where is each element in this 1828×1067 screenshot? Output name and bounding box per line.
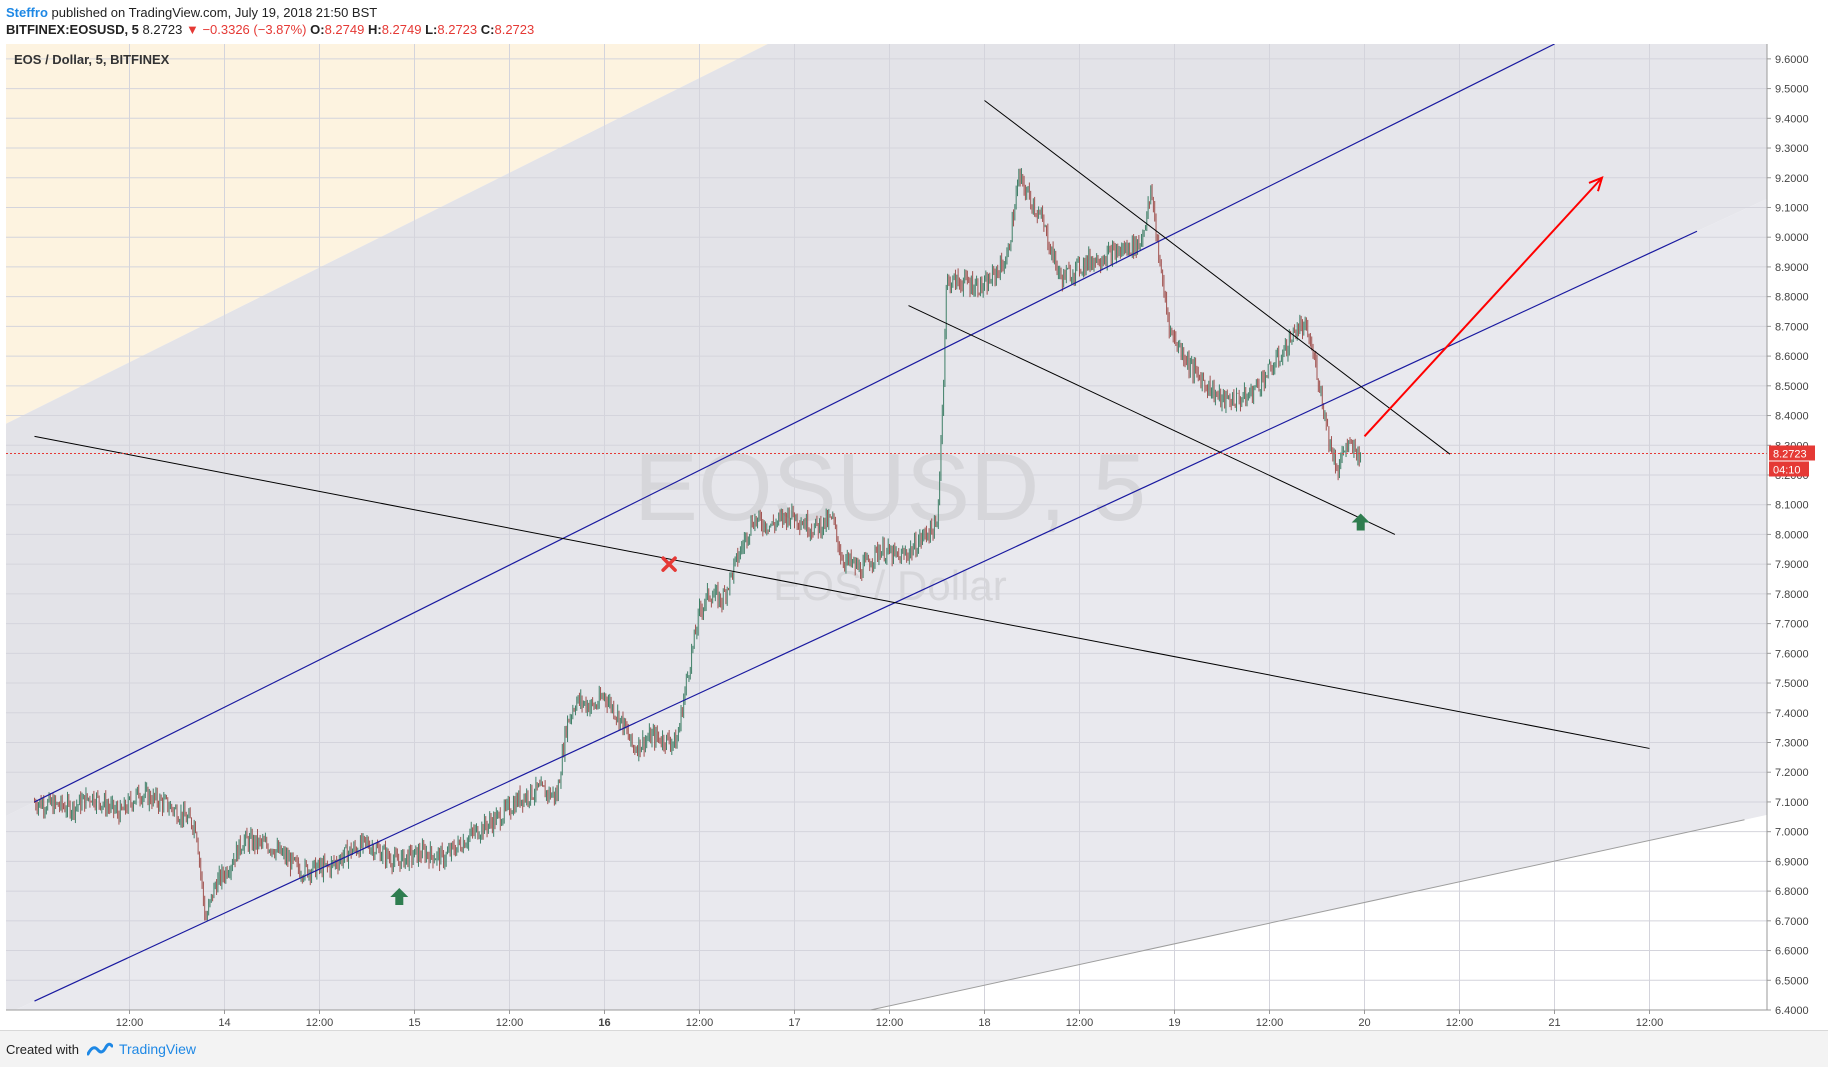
symbol-info-line: BITFINEX:EOSUSD, 5 8.2723 ▼ −0.3326 (−3.… (6, 21, 534, 38)
down-triangle-icon: ▼ (185, 22, 199, 37)
up-arrow-marker-icon (390, 888, 409, 906)
tradingview-logo-icon[interactable] (86, 1042, 113, 1056)
y-tick-label: 9.1000 (1775, 202, 1809, 214)
y-tick-label: 6.8000 (1775, 886, 1809, 898)
x-tick-label: 12:00 (306, 1017, 334, 1029)
lower-channel-line[interactable] (34, 230, 1698, 1002)
close-value: 8.2723 (494, 22, 535, 37)
x-tick-label: 12:00 (1446, 1017, 1474, 1029)
y-tick-label: 7.1000 (1775, 797, 1809, 809)
x-tick-label: 18 (978, 1017, 990, 1029)
y-tick-label: 8.7000 (1775, 321, 1809, 333)
last-price: 8.2723 (142, 22, 183, 37)
y-tick-label: 8.1000 (1775, 500, 1809, 512)
lower-gray-band-line[interactable] (870, 819, 1745, 1010)
y-tick-label: 8.0000 (1775, 529, 1809, 541)
x-tick-label: 12:00 (876, 1017, 904, 1029)
last-price-label: 8.2723 (1773, 448, 1807, 460)
y-tick-label: 8.4000 (1775, 411, 1809, 423)
created-with-label: Created with (6, 1041, 79, 1057)
high-value: 8.2749 (381, 22, 422, 37)
y-tick-label: 7.5000 (1775, 678, 1809, 690)
y-tick-label: 7.2000 (1775, 767, 1809, 779)
channel-zone (6, 44, 1767, 1010)
x-marker-icon (661, 556, 677, 572)
x-tick-label: 12:00 (116, 1017, 144, 1029)
symbol-label: BITFINEX:EOSUSD, 5 (6, 22, 139, 37)
y-tick-label: 8.5000 (1775, 381, 1809, 393)
y-tick-label: 8.8000 (1775, 292, 1809, 304)
y-tick-label: 6.4000 (1775, 1005, 1809, 1017)
x-tick-label: 12:00 (1256, 1017, 1284, 1029)
close-label: C: (480, 22, 495, 37)
x-tick-label: 15 (408, 1017, 420, 1029)
price-change: −0.3326 (−3.87%) (202, 22, 307, 37)
y-tick-label: 6.6000 (1775, 946, 1809, 958)
y-tick-label: 7.3000 (1775, 737, 1809, 749)
x-tick-label: 20 (1358, 1017, 1370, 1029)
tradingview-brand-link[interactable]: TradingView (118, 1041, 197, 1057)
x-tick-label: 21 (1548, 1017, 1560, 1029)
x-tick-label: 12:00 (1636, 1017, 1664, 1029)
watermark-symbol: EOSUSD, 5 (634, 434, 1146, 541)
y-tick-label: 9.4000 (1775, 113, 1809, 125)
y-tick-label: 6.7000 (1775, 916, 1809, 928)
low-value: 8.2723 (437, 22, 478, 37)
publish-header: Steffro published on TradingView.com, Ju… (6, 4, 377, 21)
x-tick-label: 12:00 (1066, 1017, 1094, 1029)
y-tick-label: 7.7000 (1775, 619, 1809, 631)
y-tick-label: 7.4000 (1775, 708, 1809, 720)
chart-area[interactable]: EOSUSD, 5 EOS / Dollar 9.6000 9.5000 9.400… (0, 40, 1828, 1030)
y-tick-label: 7.9000 (1775, 559, 1809, 571)
published-text: published on TradingView.com, July 19, 2… (51, 5, 378, 20)
y-tick-label: 6.9000 (1775, 856, 1809, 868)
footer-bar: Created with TradingView (0, 1030, 1828, 1067)
y-tick-label: 9.3000 (1775, 143, 1809, 155)
chart-title: EOS / Dollar, 5, BITFINEX (14, 52, 170, 67)
y-tick-label: 7.8000 (1775, 589, 1809, 601)
wedge-upper-line[interactable] (984, 100, 1451, 455)
wedge-lower-line[interactable] (908, 305, 1396, 535)
x-tick-label: 16 (598, 1017, 610, 1029)
y-tick-label: 9.2000 (1775, 173, 1809, 185)
countdown-box (1769, 461, 1809, 477)
x-tick-label: 19 (1168, 1017, 1180, 1029)
open-label: O: (310, 22, 325, 37)
upper-channel-line[interactable] (34, 44, 1555, 803)
y-tick-label: 9.5000 (1775, 84, 1809, 96)
lower-channel-zone (6, 198, 1767, 1010)
up-arrow-marker-icon (1351, 513, 1370, 531)
y-tick-label: 9.6000 (1775, 54, 1809, 66)
low-label: L: (425, 22, 438, 37)
last-price-box (1769, 445, 1815, 461)
countdown-label: 04:10 (1773, 464, 1801, 476)
x-tick-label: 12:00 (496, 1017, 524, 1029)
target-arrow[interactable] (1363, 177, 1603, 438)
author-link[interactable]: Steffro (6, 5, 48, 20)
x-tick-label: 14 (218, 1017, 230, 1029)
y-tick-label: 7.6000 (1775, 648, 1809, 660)
y-tick-label: 9.0000 (1775, 232, 1809, 244)
high-label: H: (367, 22, 382, 37)
y-tick-label: 8.6000 (1775, 351, 1809, 363)
y-tick-label: 6.5000 (1775, 975, 1809, 987)
x-tick-label: 17 (788, 1017, 800, 1029)
y-axis-panel (1767, 40, 1828, 1011)
y-tick-label: 8.9000 (1775, 262, 1809, 274)
x-tick-label: 12:00 (686, 1017, 714, 1029)
upper-band-zone (6, 44, 1767, 424)
open-value: 8.2749 (324, 22, 365, 37)
price-chart[interactable]: EOSUSD, 5 EOS / Dollar 9.60009.50009.400… (0, 40, 1828, 1030)
long-downtrend-line[interactable] (34, 435, 1650, 749)
target-arrow-head (1588, 176, 1604, 192)
y-tick-label: 7.0000 (1775, 827, 1809, 839)
